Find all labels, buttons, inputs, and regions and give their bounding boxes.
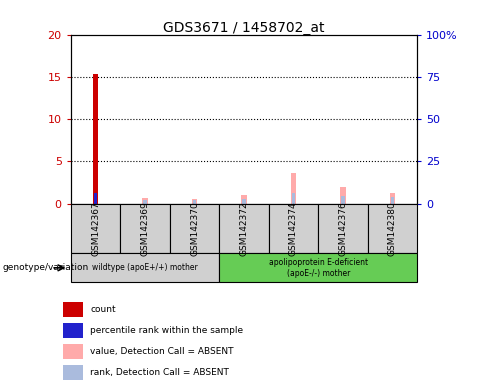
- Bar: [193, 200, 196, 204]
- Text: rank, Detection Call = ABSENT: rank, Detection Call = ABSENT: [90, 368, 229, 377]
- Text: GSM142367: GSM142367: [91, 201, 100, 256]
- Bar: [143, 200, 147, 204]
- Bar: [93, 74, 99, 204]
- Bar: [290, 173, 297, 204]
- Text: GSM142370: GSM142370: [190, 201, 199, 256]
- Bar: [142, 198, 148, 204]
- Text: GSM142376: GSM142376: [339, 201, 347, 256]
- Text: count: count: [90, 305, 116, 314]
- Text: GSM142380: GSM142380: [388, 201, 397, 256]
- Bar: [242, 199, 246, 204]
- Bar: [191, 199, 198, 204]
- Text: value, Detection Call = ABSENT: value, Detection Call = ABSENT: [90, 347, 234, 356]
- Text: genotype/variation: genotype/variation: [2, 263, 89, 272]
- Bar: [340, 187, 346, 204]
- Text: GSM142374: GSM142374: [289, 201, 298, 256]
- Text: apolipoprotein E-deficient
(apoE-/-) mother: apolipoprotein E-deficient (apoE-/-) mot…: [269, 258, 368, 278]
- Bar: [241, 195, 247, 204]
- Bar: [94, 192, 97, 204]
- Text: wildtype (apoE+/+) mother: wildtype (apoE+/+) mother: [92, 263, 198, 272]
- Bar: [389, 193, 395, 204]
- Text: percentile rank within the sample: percentile rank within the sample: [90, 326, 244, 335]
- Text: GSM142369: GSM142369: [141, 201, 149, 256]
- Bar: [391, 197, 394, 204]
- Text: GDS3671 / 1458702_at: GDS3671 / 1458702_at: [163, 21, 325, 35]
- Bar: [341, 196, 345, 204]
- Bar: [292, 192, 295, 204]
- Text: GSM142372: GSM142372: [240, 201, 248, 256]
